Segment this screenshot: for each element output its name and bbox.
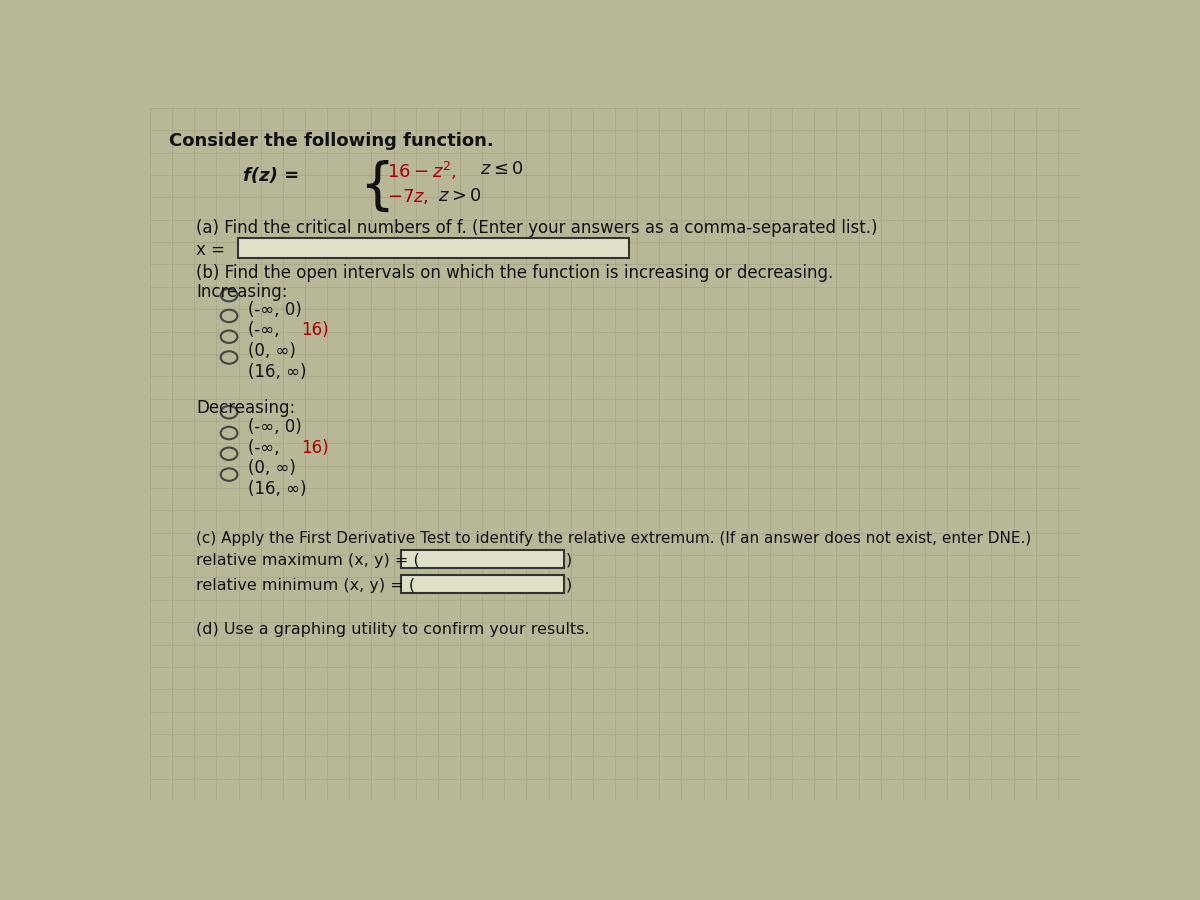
Text: (16, ∞): (16, ∞) xyxy=(247,480,306,498)
Text: {: { xyxy=(359,160,395,214)
Text: Increasing:: Increasing: xyxy=(197,283,288,301)
Bar xyxy=(401,575,564,593)
Text: $\mathit{-7z,}$: $\mathit{-7z,}$ xyxy=(388,187,430,206)
Text: (-∞,: (-∞, xyxy=(247,438,284,456)
Text: (-∞,: (-∞, xyxy=(247,321,284,339)
Text: 16): 16) xyxy=(301,438,329,456)
Text: (16, ∞): (16, ∞) xyxy=(247,363,306,381)
Text: (0, ∞): (0, ∞) xyxy=(247,459,295,477)
Bar xyxy=(239,238,629,257)
Text: x =: x = xyxy=(197,241,226,259)
Bar xyxy=(401,550,564,568)
Text: Decreasing:: Decreasing: xyxy=(197,399,295,417)
Text: (-∞, 0): (-∞, 0) xyxy=(247,301,301,319)
Text: ): ) xyxy=(565,553,572,568)
Text: (0, ∞): (0, ∞) xyxy=(247,342,295,360)
Text: (c) Apply the First Derivative Test to identify the relative extremum. (If an an: (c) Apply the First Derivative Test to i… xyxy=(197,531,1032,545)
Text: Consider the following function.: Consider the following function. xyxy=(168,132,493,150)
Text: $\mathit{z>0}$: $\mathit{z>0}$ xyxy=(438,187,482,205)
Text: $\mathit{z \leq 0}$: $\mathit{z \leq 0}$ xyxy=(480,160,524,178)
Text: (a) Find the critical numbers of f. (Enter your answers as a comma-separated lis: (a) Find the critical numbers of f. (Ent… xyxy=(197,219,878,237)
Text: (d) Use a graphing utility to confirm your results.: (d) Use a graphing utility to confirm yo… xyxy=(197,622,590,637)
Text: (-∞, 0): (-∞, 0) xyxy=(247,418,301,436)
Text: relative minimum (x, y) = (: relative minimum (x, y) = ( xyxy=(197,578,415,593)
Text: relative maximum (x, y) = (: relative maximum (x, y) = ( xyxy=(197,553,420,568)
Text: 16): 16) xyxy=(301,321,329,339)
Text: $\mathit{16-z^2,}$: $\mathit{16-z^2,}$ xyxy=(388,160,457,182)
Text: f(z) =: f(z) = xyxy=(242,166,299,184)
Text: ): ) xyxy=(565,578,572,593)
Text: (b) Find the open intervals on which the function is increasing or decreasing.: (b) Find the open intervals on which the… xyxy=(197,264,834,282)
